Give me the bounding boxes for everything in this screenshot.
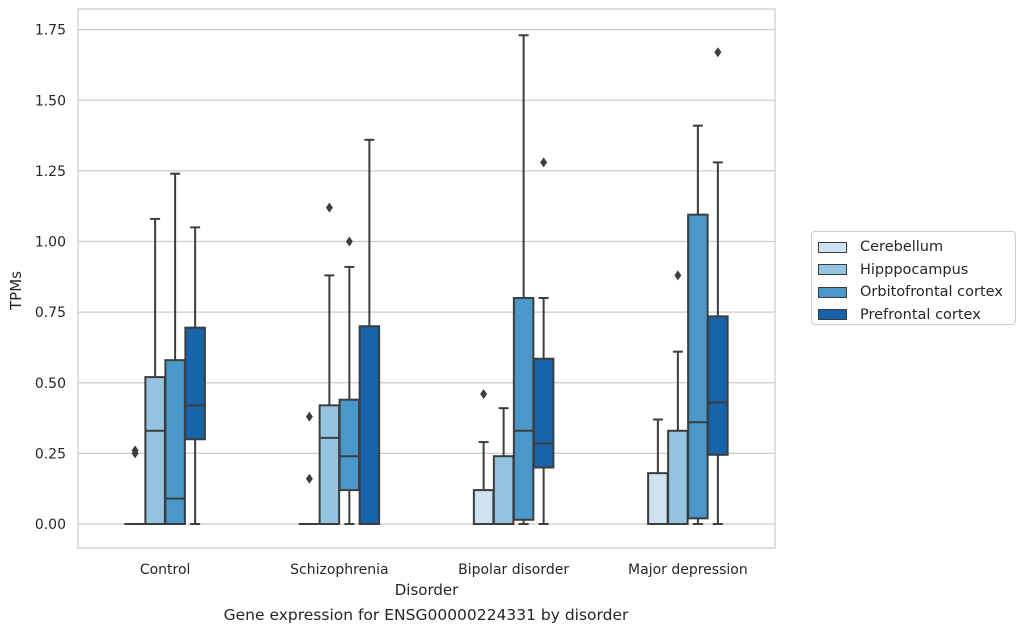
box-prefrontal-cortex [358, 138, 381, 525]
y-tick-label: 1.00 [35, 235, 66, 251]
x-tick-label: Control [140, 562, 191, 578]
y-tick-label: 1.50 [35, 93, 66, 109]
outlier-point [674, 270, 682, 281]
box-iqr [184, 326, 206, 441]
box-hipppocampus [667, 270, 689, 525]
outlier-point [540, 157, 548, 168]
legend-label: Cerebellum [860, 239, 944, 256]
legend-swatch [818, 309, 847, 321]
box-iqr [647, 472, 669, 525]
box-orbitofrontal-cortex [338, 236, 361, 525]
box-prefrontal-cortex [532, 157, 555, 525]
outlier-point [345, 236, 353, 247]
x-tick-labels: Control Schizophrenia Bipolar disorder Majo… [140, 562, 748, 578]
box-orbitofrontal-cortex [164, 172, 186, 525]
box-iqr [338, 398, 361, 492]
x-tick-label: Bipolar disorder [458, 562, 569, 578]
box-iqr [358, 325, 381, 525]
outlier-point [714, 47, 722, 58]
x-tick-label: Major depression [628, 562, 748, 578]
box-series [124, 34, 729, 526]
box-iqr [164, 359, 186, 525]
y-tick-labels: 0.00 0.25 0.50 0.75 1.00 1.25 1.50 1.75 [35, 23, 66, 533]
y-axis-label: TPMs [7, 271, 25, 311]
box-iqr [667, 429, 689, 525]
legend-item: Prefrontal cortex [818, 304, 1015, 327]
box-cerebellum [298, 411, 321, 526]
legend-item: Cerebellum [818, 236, 1015, 259]
legend-item: Orbitofrontal cortex [818, 281, 1015, 304]
box-cerebellum [472, 389, 495, 526]
outlier-point [305, 411, 313, 422]
legend-label: Hipppocampus [860, 261, 969, 278]
legend-item: Hipppocampus [818, 259, 1015, 282]
box-hipppocampus [318, 202, 341, 526]
y-tick-label: 1.75 [35, 23, 66, 39]
box-prefrontal-cortex [184, 226, 206, 525]
box-iqr [492, 455, 515, 526]
outlier-point [305, 473, 313, 484]
box-cerebellum [124, 445, 146, 526]
legend-label: Prefrontal cortex [860, 306, 981, 323]
box-iqr [318, 404, 341, 526]
figure-caption: Gene expression for ENSG00000224331 by d… [223, 606, 629, 624]
legend-swatch [818, 241, 847, 253]
box-cerebellum [647, 418, 669, 525]
outlier-point [325, 202, 333, 213]
box-iqr [532, 357, 555, 469]
legend-swatch [818, 286, 847, 298]
legend-swatch [818, 264, 847, 276]
x-tick-label: Schizophrenia [290, 562, 388, 578]
outlier-point [480, 389, 488, 400]
box-iqr [687, 213, 709, 520]
box-iqr [144, 376, 166, 525]
y-tick-label: 0.25 [35, 446, 66, 462]
box-iqr [707, 315, 729, 456]
box-orbitofrontal-cortex [687, 124, 709, 525]
legend-label: Orbitofrontal cortex [860, 284, 1003, 301]
x-axis-label: Disorder [395, 581, 459, 599]
y-tick-label: 0.50 [35, 376, 66, 392]
box-prefrontal-cortex [707, 47, 729, 525]
y-tick-label: 0.00 [35, 517, 66, 533]
y-tick-label: 0.75 [35, 305, 66, 321]
box-iqr [472, 489, 495, 526]
box-iqr [512, 297, 535, 521]
box-orbitofrontal-cortex [512, 34, 535, 525]
box-hipppocampus [144, 217, 166, 525]
box-hipppocampus [492, 407, 515, 526]
outlier-point [131, 445, 139, 456]
legend: Cerebellum Hipppocampus Orbitofrontal cort… [811, 231, 1016, 325]
plot-frame [77, 8, 776, 549]
y-tick-label: 1.25 [35, 164, 66, 180]
